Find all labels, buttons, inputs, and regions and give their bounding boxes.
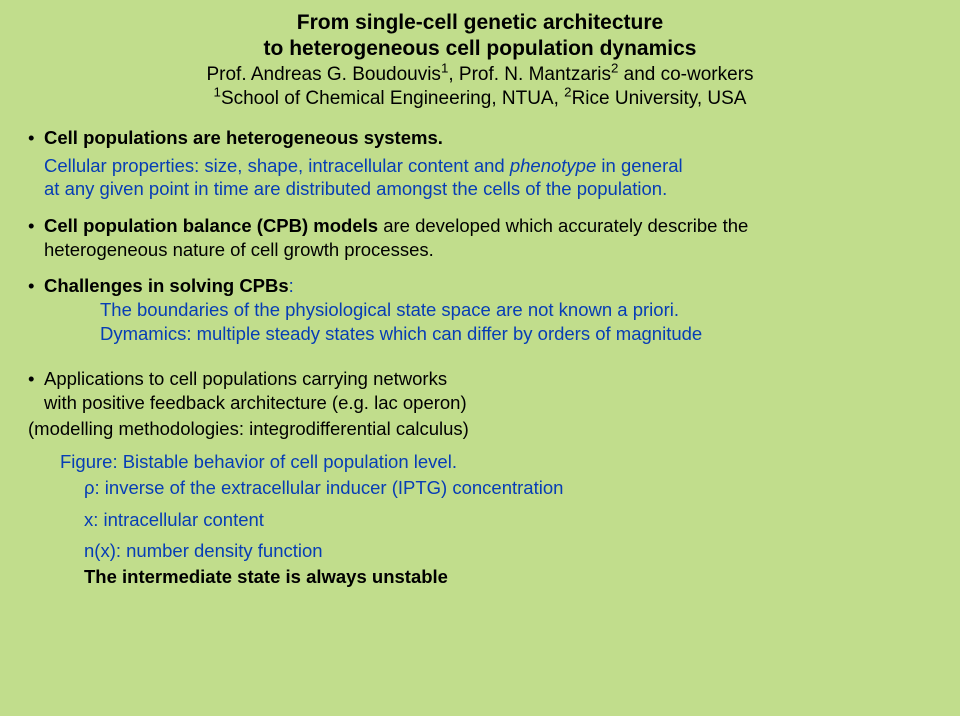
title-block: From single-cell genetic architecture to… [28,10,932,112]
affil-part-2: Rice University, USA [572,88,747,109]
b3-l1: Challenges in solving CPBs [44,275,289,296]
fig-nx: n(x): number density function [60,539,932,563]
b1-line3: at any given point in time are distribut… [44,177,932,201]
bullet-4: Applications to cell populations carryin… [28,367,932,414]
b3-l1b: : [289,275,294,296]
author-suffix: and co-workers [618,64,753,85]
b1-l2a: Cellular properties: size, shape, intrac… [44,155,510,176]
title-line-2: to heterogeneous cell population dynamic… [28,36,932,62]
b4-l1: Applications to cell populations carryin… [44,368,447,389]
affil-part-1: School of Chemical Engineering, NTUA, [221,88,564,109]
fig-rho: ρ: inverse of the extracellular inducer … [60,476,932,500]
b2-l1b: are developed which accurately describe … [378,215,748,236]
fig-caption: Figure: Bistable behavior of cell popula… [60,450,932,474]
b2-l1a: Cell population balance (CPB) models [44,215,378,236]
author-mid: , Prof. N. Mantzaris [448,64,611,85]
b4-l2: with positive feedback architecture (e.g… [44,391,932,415]
b1-l2b: phenotype [510,155,596,176]
affiliation-line: 1School of Chemical Engineering, NTUA, 2… [28,87,932,112]
figure-block: Figure: Bistable behavior of cell popula… [28,450,932,588]
fig-x: x: intracellular content [60,508,932,532]
b1-lead: Cell populations are heterogeneous syste… [44,127,443,148]
bullet-2: Cell population balance (CPB) models are… [28,214,932,261]
b2-l2: heterogeneous nature of cell growth proc… [44,238,932,262]
affil-sup-1: 1 [214,85,221,100]
bullet-3: Challenges in solving CPBs: The boundari… [28,274,932,345]
author-line: Prof. Andreas G. Boudouvis1, Prof. N. Ma… [28,63,932,88]
b3-l3: Dymamics: multiple steady states which c… [44,322,932,346]
fig-final: The intermediate state is always unstabl… [60,565,932,589]
title-line-1: From single-cell genetic architecture [28,10,932,36]
b4-l3: (modelling methodologies: integrodiffere… [28,417,932,441]
b3-l2: The boundaries of the physiological stat… [44,298,932,322]
affil-sup-2: 2 [564,85,571,100]
author-1: Prof. Andreas G. Boudouvis [206,64,440,85]
body: Cell populations are heterogeneous syste… [28,126,932,589]
b1-line2: Cellular properties: size, shape, intrac… [44,154,932,178]
b1-l2c: in general [596,155,682,176]
bullet-1: Cell populations are heterogeneous syste… [28,126,932,201]
